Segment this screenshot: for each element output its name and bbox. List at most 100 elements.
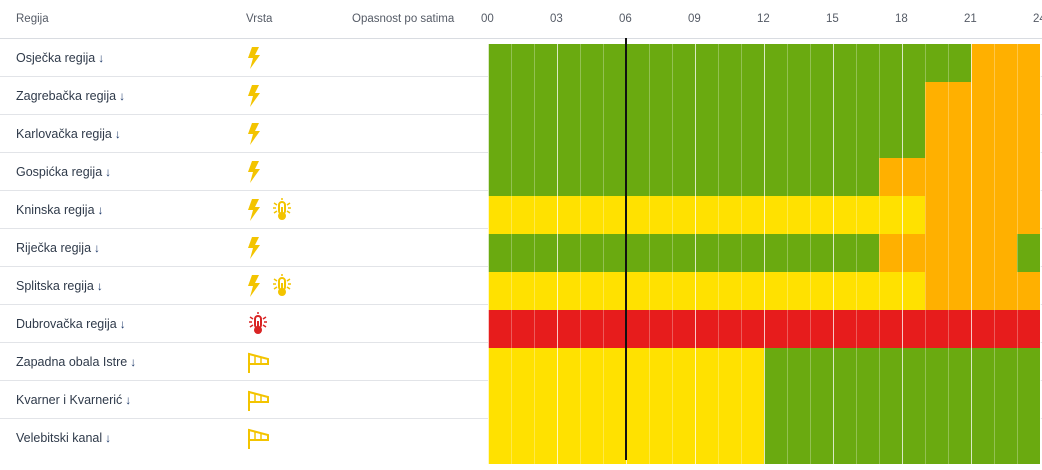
region-toggle[interactable]: Splitska regija ↓: [16, 279, 103, 293]
danger-segment-orange: [925, 272, 1040, 310]
region-toggle[interactable]: Riječka regija ↓: [16, 241, 100, 255]
hour-label-12: 12: [757, 13, 770, 25]
danger-segment-green: [488, 44, 971, 82]
warning-types: [246, 425, 272, 451]
danger-segment-green: [488, 120, 925, 158]
region-toggle[interactable]: Kninska regija ↓: [16, 203, 104, 217]
grid-line: [488, 44, 489, 468]
grid-line: [557, 44, 558, 468]
grid-line: [925, 44, 926, 468]
expand-arrow-icon[interactable]: ↓: [96, 279, 103, 293]
grid-line: [511, 44, 512, 468]
grid-line: [580, 44, 581, 468]
grid-line: [649, 44, 650, 468]
grid-line: [971, 44, 972, 468]
region-name: Zagrebačka regija: [16, 89, 117, 103]
warning-types: [246, 159, 262, 185]
hour-label-15: 15: [826, 13, 839, 25]
warning-types: [246, 387, 272, 413]
grid-line: [603, 44, 604, 468]
region-toggle[interactable]: Zagrebačka regija ↓: [16, 89, 125, 103]
region-name: Splitska regija: [16, 279, 94, 293]
expand-arrow-icon[interactable]: ↓: [130, 355, 137, 369]
grid-line: [1040, 44, 1041, 468]
lightning-icon: [246, 198, 262, 222]
region-name: Kninska regija: [16, 203, 95, 217]
region-toggle[interactable]: Gospićka regija ↓: [16, 165, 111, 179]
expand-arrow-icon[interactable]: ↓: [94, 241, 101, 255]
warning-types: [246, 311, 272, 337]
grid-line: [810, 44, 811, 468]
expand-arrow-icon[interactable]: ↓: [114, 127, 121, 141]
region-toggle[interactable]: Kvarner i Kvarnerić ↓: [16, 393, 131, 407]
region-toggle[interactable]: Karlovačka regija ↓: [16, 127, 121, 141]
expand-arrow-icon[interactable]: ↓: [119, 317, 126, 331]
region-toggle[interactable]: Osječka regija ↓: [16, 51, 104, 65]
warning-types: [246, 349, 272, 375]
grid-line: [534, 44, 535, 468]
region-toggle[interactable]: Velebitski kanal ↓: [16, 431, 111, 445]
warning-types: [246, 235, 262, 261]
grid-line: [856, 44, 857, 468]
region-name: Zapadna obala Istre: [16, 355, 128, 369]
grid-line: [672, 44, 673, 468]
region-toggle[interactable]: Zapadna obala Istre ↓: [16, 355, 136, 369]
danger-segment-green: [488, 158, 879, 196]
region-name: Velebitski kanal: [16, 431, 103, 445]
column-header-type: Vrsta: [246, 13, 273, 25]
danger-segment-green: [488, 234, 879, 272]
region-name: Osječka regija: [16, 51, 96, 65]
region-toggle[interactable]: Dubrovačka regija ↓: [16, 317, 126, 331]
grid-line: [833, 44, 834, 468]
column-header-danger: Opasnost po satima: [352, 13, 455, 25]
danger-segment-green: [488, 82, 925, 120]
windsock-icon: [246, 350, 272, 374]
lightning-icon: [246, 274, 262, 298]
hourly-danger-chart: [488, 44, 1042, 468]
expand-arrow-icon[interactable]: ↓: [105, 431, 112, 445]
expand-arrow-icon[interactable]: ↓: [125, 393, 132, 407]
grid-line: [994, 44, 995, 468]
table-row: Velebitski kanal ↓: [0, 419, 1042, 457]
warning-types: [246, 197, 296, 223]
grid-line: [741, 44, 742, 468]
windsock-icon: [246, 388, 272, 412]
danger-segment-orange: [925, 120, 1040, 158]
expand-arrow-icon[interactable]: ↓: [97, 203, 104, 217]
lightning-icon: [246, 46, 262, 70]
danger-segment-orange: [971, 44, 1040, 82]
region-name: Gospićka regija: [16, 165, 103, 179]
region-name: Karlovačka regija: [16, 127, 112, 141]
region-name: Kvarner i Kvarnerić: [16, 393, 123, 407]
hour-label-18: 18: [895, 13, 908, 25]
hour-label-06: 06: [619, 13, 632, 25]
warning-types: [246, 83, 262, 109]
table-header: Regija Vrsta Opasnost po satima 00 03 06 09…: [0, 0, 1042, 38]
warning-types: [246, 121, 262, 147]
hour-label-03: 03: [550, 13, 563, 25]
lightning-icon: [246, 84, 262, 108]
grid-line: [718, 44, 719, 468]
hour-label-00: 00: [481, 13, 494, 25]
lightning-icon: [246, 160, 262, 184]
header-divider: [0, 38, 1042, 39]
grid-line: [1017, 44, 1018, 468]
expand-arrow-icon[interactable]: ↓: [105, 165, 112, 179]
grid-line: [948, 44, 949, 468]
warning-types: [246, 273, 296, 299]
lightning-icon: [246, 122, 262, 146]
heat-thermometer-red-icon: [246, 312, 272, 336]
danger-segment-yellow: [488, 272, 925, 310]
windsock-icon: [246, 426, 272, 450]
heat-thermometer-icon: [270, 198, 296, 222]
grid-line: [902, 44, 903, 468]
expand-arrow-icon[interactable]: ↓: [98, 51, 105, 65]
grid-line: [879, 44, 880, 468]
current-time-line: [625, 38, 627, 460]
warning-types: [246, 45, 262, 71]
region-name: Dubrovačka regija: [16, 317, 117, 331]
hour-label-24: 24: [1033, 13, 1042, 25]
danger-segment-orange: [925, 196, 1040, 234]
region-name: Riječka regija: [16, 241, 92, 255]
expand-arrow-icon[interactable]: ↓: [119, 89, 126, 103]
